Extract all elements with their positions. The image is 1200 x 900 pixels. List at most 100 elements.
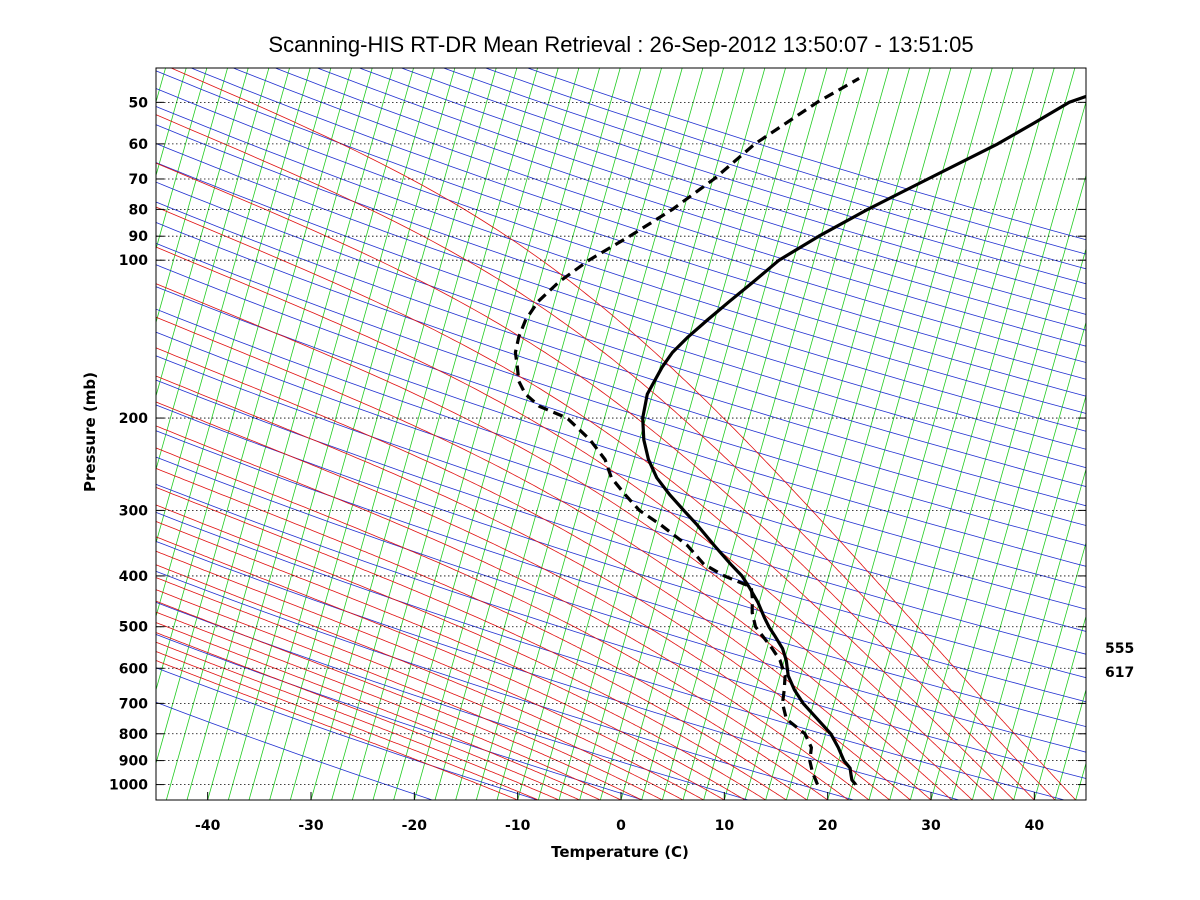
isotherm-line xyxy=(156,68,208,251)
x-tick-label: 30 xyxy=(921,818,941,834)
plot-area xyxy=(0,67,1200,801)
dry-adiabat-line xyxy=(156,242,1086,547)
isotherm-line xyxy=(475,68,683,800)
isotherm-line xyxy=(951,320,1086,800)
y-tick-label: 900 xyxy=(119,754,148,770)
moist-adiabat-line xyxy=(156,401,890,800)
x-axis-label: Temperature (C) xyxy=(551,843,689,861)
moist-adiabat-line xyxy=(156,564,704,800)
moist-adiabat-line xyxy=(156,375,911,800)
dry-adiabat-line xyxy=(156,601,749,800)
dry-adiabat-line xyxy=(156,264,1086,567)
isotherm-line xyxy=(558,68,766,800)
moist-adiabat-line xyxy=(156,206,1014,800)
isotherm-line xyxy=(517,68,724,800)
isotherm-line xyxy=(1033,614,1086,800)
isotherm-line xyxy=(156,68,352,765)
chart-title: Scanning-HIS RT-DR Mean Retrieval : 26-S… xyxy=(268,32,973,57)
dry-adiabat-line xyxy=(190,68,1086,363)
moist-adiabat-line xyxy=(156,347,932,800)
moist-adiabat-line xyxy=(156,577,684,800)
y-tick-label: 600 xyxy=(119,661,148,677)
isotherm-line xyxy=(156,68,311,618)
isotherm-line xyxy=(992,467,1086,800)
moist-adiabat-line xyxy=(156,536,746,800)
dry-adiabat-line xyxy=(316,68,1086,315)
y-tick-label: 500 xyxy=(119,620,148,636)
y-tick-label: 400 xyxy=(119,569,148,585)
y-tick-label: 1000 xyxy=(109,778,148,794)
dry-adiabat-line xyxy=(156,201,1086,507)
dry-adiabat-line xyxy=(156,483,1086,779)
dry-adiabat-line xyxy=(358,68,1086,300)
moist-adiabat-line xyxy=(156,246,994,800)
moist-adiabat-line xyxy=(156,632,580,800)
y-tick-label: 70 xyxy=(129,172,149,188)
dry-adiabat-line xyxy=(156,181,1086,487)
dry-adiabat-line xyxy=(156,143,1086,450)
isotherm-line xyxy=(1054,688,1086,800)
isotherm-line xyxy=(703,68,910,800)
isotherm-line xyxy=(682,68,890,800)
moist-adiabat-line xyxy=(170,68,1076,800)
moist-adiabat-line xyxy=(156,651,539,800)
isotherm-line xyxy=(847,68,1055,800)
dry-adiabat-line xyxy=(156,88,1086,397)
isotherm-line xyxy=(156,68,249,398)
x-tick-label: 20 xyxy=(818,818,838,834)
y-axis-label: Pressure (mb) xyxy=(81,372,99,492)
isotherm-line xyxy=(1117,68,1200,800)
y-tick-label: 90 xyxy=(129,229,149,245)
isotherm-line xyxy=(413,68,621,800)
dry-adiabat-line xyxy=(156,540,960,800)
y-tick-label: 700 xyxy=(119,696,148,712)
isotherm-line xyxy=(227,68,435,800)
isotherm-line xyxy=(1013,541,1086,800)
moist-adiabat-line xyxy=(156,504,787,800)
isotherm-line xyxy=(248,68,456,800)
isotherm-line xyxy=(269,68,476,800)
dry-adiabat-line xyxy=(156,667,538,800)
dewpoint-profile-line xyxy=(513,77,860,786)
isotherm-line xyxy=(744,68,952,800)
isotherm-line xyxy=(207,68,414,800)
isotherm-line xyxy=(289,68,497,800)
isotherm-line xyxy=(331,68,538,800)
dry-adiabat-line xyxy=(442,68,1086,270)
moist-adiabat-line xyxy=(156,467,828,800)
isotherm-line xyxy=(455,68,662,800)
isotherm-line xyxy=(1075,761,1086,800)
x-tick-label: 40 xyxy=(1025,818,1045,834)
x-tick-label: -10 xyxy=(505,818,531,834)
moist-adiabat-line xyxy=(156,162,1035,800)
isotherm-line xyxy=(0,68,42,800)
moist-adiabat-line xyxy=(156,486,808,800)
isotherm-line xyxy=(310,68,518,800)
y-tick-label: 800 xyxy=(119,727,148,743)
isotherm-line xyxy=(806,68,1014,800)
plot-clip-group xyxy=(0,68,1200,800)
dry-adiabat-line xyxy=(156,511,1065,800)
dry-adiabat-line xyxy=(274,68,1086,331)
isotherm-line xyxy=(496,68,704,800)
isotherm-line xyxy=(1138,68,1200,800)
isotherm-line xyxy=(909,173,1086,800)
isotherm-line xyxy=(156,68,290,545)
x-tick-label: -20 xyxy=(402,818,428,834)
x-axis-ticks: -40 -30 -20 -10 0 10 20 30 40 xyxy=(195,792,1044,834)
isotherm-line xyxy=(0,68,83,800)
moist-adiabat-line xyxy=(156,283,973,800)
side-label-617: 617 xyxy=(1105,665,1134,681)
y-tick-label: 80 xyxy=(129,202,149,218)
isotherm-line xyxy=(0,68,124,800)
isotherm-line xyxy=(579,68,786,800)
isotherm-line xyxy=(620,68,828,800)
dry-adiabat-line xyxy=(156,430,1086,728)
moist-adiabat-line xyxy=(156,589,663,800)
dry-adiabat-line xyxy=(156,355,1086,655)
moist-adiabat-line xyxy=(156,600,642,800)
moist-adiabat-line xyxy=(156,611,622,800)
y-tick-label: 50 xyxy=(129,95,149,111)
isotherm-line xyxy=(156,68,332,692)
